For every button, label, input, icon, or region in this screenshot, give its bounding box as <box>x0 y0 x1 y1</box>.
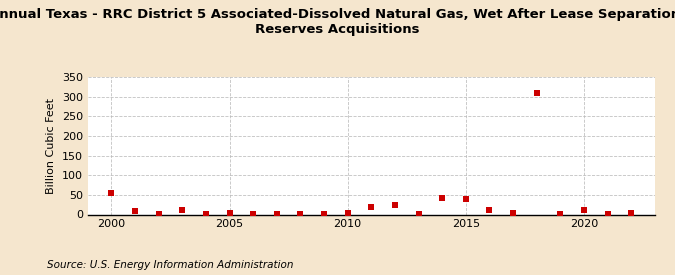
Point <box>342 210 353 215</box>
Point <box>531 90 542 95</box>
Y-axis label: Billion Cubic Feet: Billion Cubic Feet <box>46 98 56 194</box>
Point <box>484 208 495 212</box>
Point <box>200 211 211 216</box>
Point <box>626 211 637 216</box>
Point <box>177 208 188 212</box>
Point <box>271 212 282 216</box>
Text: Annual Texas - RRC District 5 Associated-Dissolved Natural Gas, Wet After Lease : Annual Texas - RRC District 5 Associated… <box>0 8 675 36</box>
Point <box>106 191 117 195</box>
Point <box>437 196 448 200</box>
Point <box>555 212 566 216</box>
Text: Source: U.S. Energy Information Administration: Source: U.S. Energy Information Administ… <box>47 260 294 270</box>
Point <box>295 212 306 216</box>
Point <box>248 212 259 216</box>
Point <box>578 208 589 212</box>
Point <box>224 210 235 215</box>
Point <box>389 202 400 207</box>
Point <box>319 212 329 216</box>
Point <box>153 211 164 216</box>
Point <box>460 197 471 201</box>
Point <box>413 212 424 216</box>
Point <box>508 210 518 215</box>
Point <box>602 212 613 216</box>
Point <box>366 204 377 209</box>
Point <box>130 209 140 214</box>
